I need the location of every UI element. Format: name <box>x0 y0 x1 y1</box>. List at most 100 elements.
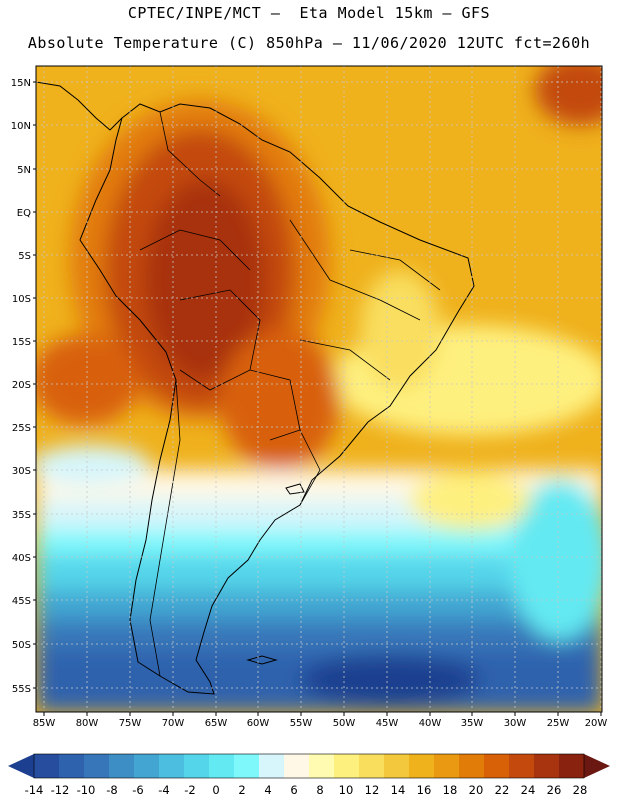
lat-label-35s: 35S <box>12 510 31 521</box>
temperature-field <box>36 66 602 712</box>
colorbar-swatch <box>134 754 160 778</box>
lon-label-60w: 60W <box>247 718 270 729</box>
lon-axis <box>43 712 602 716</box>
lat-label-10s: 10S <box>12 294 31 305</box>
colorbar-swatch <box>234 754 260 778</box>
lon-labels: 85W 80W 75W 70W 65W 60W 55W 50W 45W 40W … <box>33 718 608 729</box>
colorbar-label: 28 <box>573 783 588 797</box>
south-america-outline <box>79 103 475 695</box>
colorbar-swatch <box>509 754 535 778</box>
colorbar-label: 20 <box>469 783 484 797</box>
border-brazil-states <box>289 219 441 381</box>
lat-label-5s: 5S <box>18 251 31 262</box>
lon-label-25w: 25W <box>547 718 570 729</box>
colorbar-label: 4 <box>264 783 271 797</box>
colorbar-label: 6 <box>290 783 297 797</box>
lon-label-45w: 45W <box>376 718 399 729</box>
colorbar-swatch <box>309 754 335 778</box>
colorbar-swatch <box>184 754 210 778</box>
colorbar-swatch <box>159 754 185 778</box>
lat-label-15s: 15S <box>12 337 31 348</box>
border-brazil-uruguay <box>299 429 321 506</box>
cool-patch-west <box>36 445 150 485</box>
lat-label-15n: 15N <box>11 78 31 89</box>
warm-patch-east <box>410 470 530 530</box>
coastline <box>36 81 475 695</box>
colorbar-swatch <box>59 754 85 778</box>
colorbar-swatch <box>434 754 460 778</box>
colorbar-label: 22 <box>495 783 510 797</box>
lat-label-20s: 20S <box>12 380 31 391</box>
lat-label-5n: 5N <box>17 165 31 176</box>
colorbar-swatch <box>284 754 310 778</box>
colorbar-swatch <box>34 754 60 778</box>
warm-pacific <box>36 335 140 425</box>
country-borders <box>139 111 441 677</box>
lon-label-55w: 55W <box>290 718 313 729</box>
colorbar-label: 18 <box>443 783 458 797</box>
lon-label-35w: 35W <box>461 718 484 729</box>
colorbar-labels: -14 -12 -10 -8 -6 -4 -2 0 2 4 6 8 10 12 … <box>25 783 588 797</box>
lon-label-20w: 20W <box>585 718 608 729</box>
colorbar-left-arrow <box>8 754 34 778</box>
colorbar-swatch <box>259 754 285 778</box>
central-america-outline <box>36 81 123 131</box>
colorbar-swatch <box>459 754 485 778</box>
falklands <box>246 655 278 665</box>
colorbar-label: 14 <box>391 783 406 797</box>
lon-label-75w: 75W <box>119 718 142 729</box>
lake-mirim <box>285 483 305 495</box>
lat-label-40s: 40S <box>12 553 31 564</box>
lat-label-50s: 50S <box>12 640 31 651</box>
colorbar-swatch <box>209 754 235 778</box>
colorbar-label: -2 <box>184 783 195 797</box>
colorbar-swatch <box>409 754 435 778</box>
colorbar-label: -4 <box>158 783 169 797</box>
lat-label-10n: 10N <box>11 121 31 132</box>
cold-tongue-east <box>510 480 602 640</box>
lat-label-45s: 45S <box>12 596 31 607</box>
colorbar-swatch <box>109 754 135 778</box>
colorbar-label: 16 <box>417 783 432 797</box>
lat-label-eq: EQ <box>17 208 31 219</box>
colorbar-label: 8 <box>316 783 323 797</box>
hot-spot-northeast <box>535 66 602 125</box>
colorbar-label: -12 <box>51 783 70 797</box>
cold-core <box>300 655 480 705</box>
lat-label-30s: 30S <box>12 466 31 477</box>
colorbar-swatch <box>559 754 585 778</box>
colorbar-label: -10 <box>77 783 96 797</box>
lon-label-40w: 40W <box>419 718 442 729</box>
colorbar-label: -6 <box>132 783 143 797</box>
lat-label-25s: 25S <box>12 423 31 434</box>
colorbar-label: 0 <box>212 783 219 797</box>
colorbar-label: 2 <box>238 783 245 797</box>
colorbar-swatch <box>334 754 360 778</box>
colorbar-swatch <box>484 754 510 778</box>
lon-label-30w: 30W <box>504 718 527 729</box>
colorbar-swatch <box>534 754 560 778</box>
colorbar-swatch <box>384 754 410 778</box>
lon-label-85w: 85W <box>33 718 56 729</box>
lat-labels: 15N 10N 5N EQ 5S 10S 15S 20S 25S 30S 35S… <box>11 78 31 695</box>
border-colombia-venezuela <box>159 111 221 197</box>
colorbar-right-arrow <box>584 754 610 778</box>
colorbar-label: 10 <box>339 783 354 797</box>
border-peru-brazil <box>139 229 251 271</box>
colorbar-label: -8 <box>106 783 117 797</box>
chart-title-line2: Absolute Temperature (C) 850hPa – 11/06/… <box>27 34 591 52</box>
lat-label-55s: 55S <box>12 684 31 695</box>
border-bolivia <box>179 289 261 391</box>
hot-zone-inner <box>145 180 265 380</box>
map-frame <box>35 65 603 713</box>
colorbar-swatch <box>359 754 385 778</box>
lon-label-50w: 50W <box>333 718 356 729</box>
chart-title-line1: CPTEC/INPE/MCT – Eta Model 15km – GFS <box>127 4 491 22</box>
colorbar-label: 12 <box>365 783 380 797</box>
colorbar-label: 26 <box>547 783 562 797</box>
lon-label-65w: 65W <box>205 718 228 729</box>
colorbar-swatch <box>84 754 110 778</box>
border-argentina-chile <box>149 379 181 677</box>
colorbar-label: 24 <box>521 783 536 797</box>
